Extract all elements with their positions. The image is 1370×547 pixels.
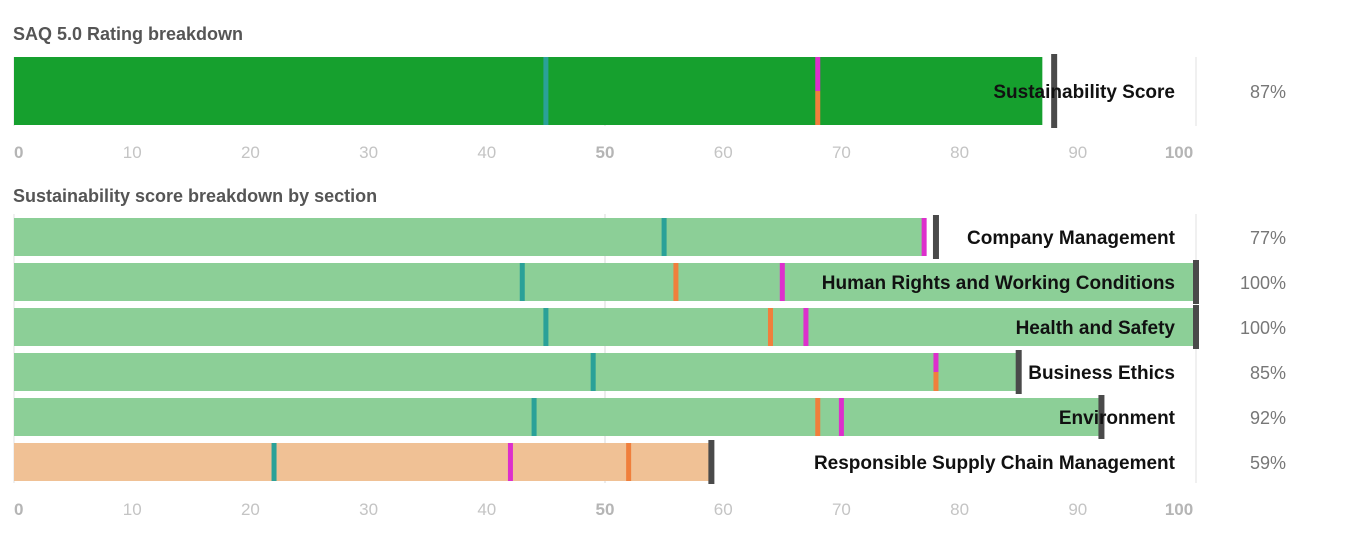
benchmark-marker-environment-1 [815,398,821,436]
row-label-sustainability-score: Sustainability Score [993,82,1175,103]
score-end-marker-company-management [932,215,939,259]
benchmark-marker-sustainability-score-1 [815,57,821,91]
row-percent-responsible-supply-chain-management: 59% [1250,453,1286,473]
tick-label-50: 50 [596,500,615,519]
bar-environment [14,398,1102,436]
bar-human-rights-and-working-conditions [14,263,1196,301]
tick-label-20: 20 [241,143,260,162]
row-percent-human-rights-and-working-conditions: 100% [1240,273,1286,293]
benchmark-marker-health-and-safety-1 [767,308,773,346]
benchmark-marker-health-and-safety-2 [803,308,809,346]
benchmark-marker-business-ethics-0 [590,353,596,391]
row-percent-business-ethics: 85% [1250,363,1286,383]
tick-label-50: 50 [596,143,615,162]
tick-label-60: 60 [714,143,733,162]
benchmark-marker-company-management-1 [921,218,927,256]
row-percent-sustainability-score: 87% [1250,82,1286,102]
tick-label-80: 80 [950,143,969,162]
row-percent-environment: 92% [1250,408,1286,428]
score-end-marker-health-and-safety [1193,305,1199,349]
bar-responsible-supply-chain-management [14,443,712,481]
tick-label-70: 70 [832,500,851,519]
tick-label-60: 60 [714,500,733,519]
benchmark-marker-human-rights-and-working-conditions-0 [519,263,525,301]
tick-label-10: 10 [123,143,142,162]
tick-label-90: 90 [1068,500,1087,519]
tick-label-100: 100 [1165,500,1193,519]
tick-label-80: 80 [950,500,969,519]
benchmark-marker-responsible-supply-chain-management-1 [507,443,513,481]
tick-label-40: 40 [477,143,496,162]
bar-sustainability-score [14,57,1043,125]
section-breakdown-title: Sustainability score breakdown by sectio… [13,186,378,206]
tick-label-30: 30 [359,143,378,162]
row-label-company-management: Company Management [967,228,1176,249]
score-end-marker-sustainability-score [1051,54,1058,128]
tick-label-90: 90 [1068,143,1087,162]
tick-label-40: 40 [477,500,496,519]
tick-label-20: 20 [241,500,260,519]
tick-label-100: 100 [1165,143,1193,162]
benchmark-marker-business-ethics-2 [933,372,939,391]
benchmark-marker-human-rights-and-working-conditions-1 [673,263,679,301]
benchmark-marker-responsible-supply-chain-management-2 [626,443,632,481]
score-end-marker-environment [1098,395,1105,439]
benchmark-marker-health-and-safety-0 [543,308,549,346]
benchmark-marker-environment-0 [531,398,537,436]
row-percent-company-management: 77% [1250,228,1286,248]
tick-label-0: 0 [14,143,23,162]
benchmark-marker-responsible-supply-chain-management-0 [271,443,277,481]
score-end-marker-business-ethics [1015,350,1022,394]
tick-label-30: 30 [359,500,378,519]
benchmark-marker-sustainability-score-0 [543,57,549,125]
row-label-health-and-safety: Health and Safety [1016,318,1176,339]
bar-business-ethics [14,353,1019,391]
tick-label-10: 10 [123,500,142,519]
bar-health-and-safety [14,308,1196,346]
benchmark-marker-human-rights-and-working-conditions-2 [779,263,785,301]
benchmark-marker-sustainability-score-2 [815,91,821,125]
row-label-human-rights-and-working-conditions: Human Rights and Working Conditions [822,273,1175,294]
rating-breakdown-title: SAQ 5.0 Rating breakdown [13,24,244,44]
bar-company-management [14,218,925,256]
tick-label-0: 0 [14,500,23,519]
benchmark-marker-company-management-0 [661,218,667,256]
score-end-marker-human-rights-and-working-conditions [1193,260,1199,304]
score-end-marker-responsible-supply-chain-management [708,440,715,484]
benchmark-marker-environment-2 [838,398,844,436]
row-label-business-ethics: Business Ethics [1028,363,1175,384]
row-label-responsible-supply-chain-management: Responsible Supply Chain Management [814,453,1176,474]
tick-label-70: 70 [832,143,851,162]
benchmark-marker-business-ethics-1 [933,353,939,372]
row-label-environment: Environment [1059,408,1176,429]
row-percent-health-and-safety: 100% [1240,318,1286,338]
